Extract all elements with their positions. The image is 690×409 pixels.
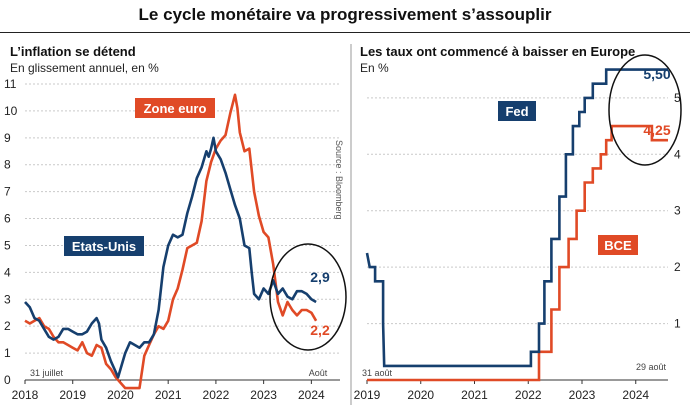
rates-x-tick: 2024 [622, 388, 649, 402]
rates-chart-subtitle: En % [360, 61, 389, 75]
inflation-x-tick: 2020 [107, 388, 134, 402]
rates-y-tick: 1 [674, 317, 681, 331]
fed-rate-line [365, 68, 668, 368]
inflation-y-tick: 7 [4, 185, 11, 199]
inflation-y-tick: 1 [4, 346, 11, 360]
inflation-x-tick: 2021 [155, 388, 182, 402]
inflation-chart-subtitle: En glissement annuel, en % [10, 61, 159, 75]
euro-inflation-value: 2,2 [310, 322, 330, 338]
title-divider [0, 32, 690, 33]
inflation-y-tick: 3 [4, 292, 11, 306]
rates-x-tick: 2020 [407, 388, 434, 402]
inflation-y-tick: 4 [4, 265, 11, 279]
inflation-highlight-ellipse [269, 243, 347, 351]
inflation-x-tick: 2023 [250, 388, 277, 402]
inflation-x-tick: 2018 [12, 388, 39, 402]
rates-x-tick: 2019 [354, 388, 381, 402]
rates-highlight-ellipse [608, 54, 682, 166]
fed-label-box [498, 101, 536, 121]
inflation-y-tick: 6 [4, 212, 11, 226]
inflation-x-tick: 2024 [298, 388, 325, 402]
rates-x-tick: 2022 [515, 388, 542, 402]
euro-inflation-line [24, 93, 318, 390]
rates-x-tick: 2021 [461, 388, 488, 402]
euro-label-box [135, 98, 215, 118]
rates-chart-title: Les taux ont commencé à baisser en Europ… [360, 44, 636, 59]
us-inflation-value: 2,9 [310, 269, 330, 285]
us-label-box [64, 236, 144, 256]
main-title: Le cycle monétaire va progressivement s’… [138, 5, 552, 24]
inflation-chart-title: L’inflation se détend [10, 44, 136, 59]
bce-rate-line [367, 124, 668, 382]
inflation-y-tick: 0 [4, 373, 11, 387]
rates-y-tick: 4 [674, 147, 681, 161]
inflation-start-note: 31 juillet [30, 368, 64, 378]
fed-rate-value: 5,50 [643, 66, 670, 82]
inflation-x-tick: 2022 [203, 388, 230, 402]
inflation-end-note: Août [309, 368, 328, 378]
euro-label: Zone euro [144, 101, 207, 116]
inflation-y-tick: 11 [4, 77, 17, 91]
bce-label: BCE [604, 238, 632, 253]
inflation-y-tick: 9 [4, 131, 11, 145]
rates-end-note: 29 août [636, 362, 667, 372]
inflation-y-tick: 2 [4, 319, 11, 333]
us-inflation-line [24, 136, 317, 379]
bce-rate-value: 4,25 [643, 122, 670, 138]
inflation-y-tick: 5 [4, 238, 11, 252]
rates-y-tick: 3 [674, 204, 681, 218]
rates-start-note: 31 août [362, 368, 393, 378]
us-label: Etats-Unis [72, 239, 136, 254]
rates-y-tick: 5 [674, 91, 681, 105]
rates-x-tick: 2023 [569, 388, 596, 402]
rates-y-tick: 2 [674, 260, 681, 274]
inflation-y-tick: 10 [4, 104, 18, 118]
fed-label: Fed [505, 104, 528, 119]
source-note: Source : Bloomberg [334, 140, 344, 220]
inflation-y-tick: 8 [4, 158, 11, 172]
inflation-x-tick: 2019 [59, 388, 86, 402]
bce-label-box [598, 235, 638, 255]
